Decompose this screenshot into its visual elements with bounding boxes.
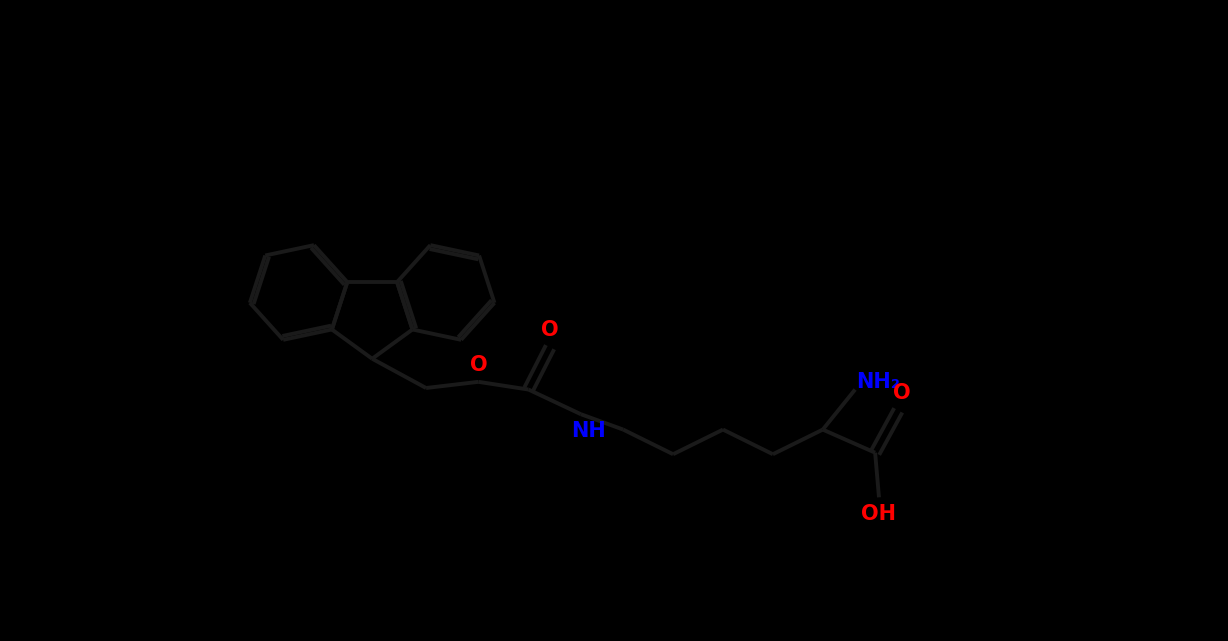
Text: O: O xyxy=(893,383,911,403)
Text: O: O xyxy=(542,320,559,340)
Text: NH: NH xyxy=(571,421,605,441)
Text: O: O xyxy=(469,355,488,375)
Text: NH₂: NH₂ xyxy=(856,372,900,392)
Text: OH: OH xyxy=(862,504,896,524)
